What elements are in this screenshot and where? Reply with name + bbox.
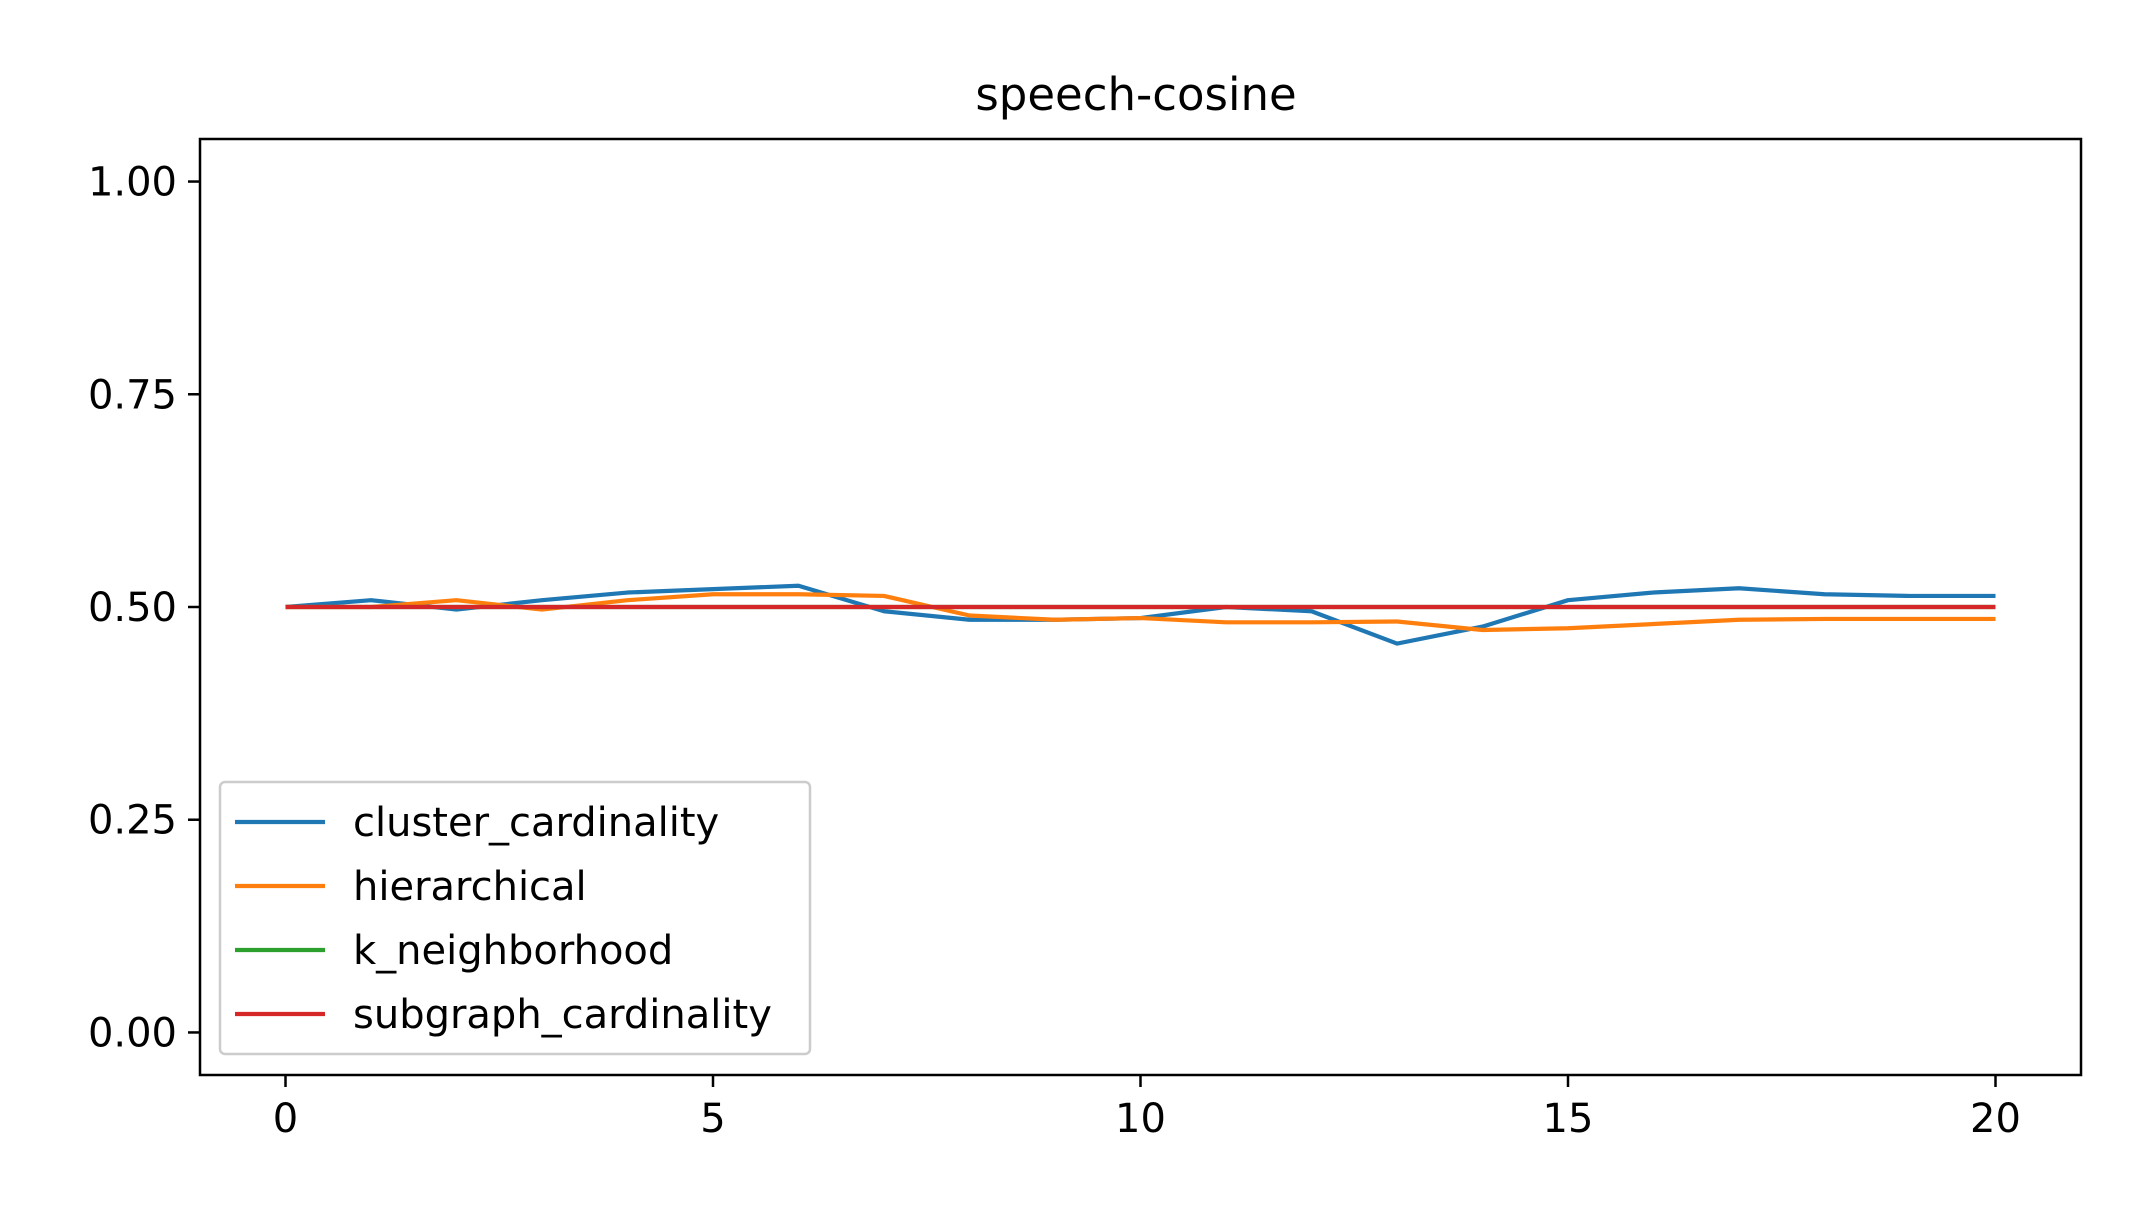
legend-label: hierarchical — [353, 864, 587, 910]
x-tick-label: 10 — [1115, 1096, 1166, 1142]
legend: cluster_cardinality hierarchical k_neighbo… — [218, 780, 812, 1056]
y-tick-label: 0.50 — [88, 585, 177, 631]
legend-label: k_neighborhood — [353, 928, 673, 974]
y-tick-label: 1.00 — [88, 160, 177, 206]
y-tick-label: 0.75 — [88, 372, 177, 418]
y-tick-label: 0.25 — [88, 798, 177, 844]
plot-area-frame — [198, 137, 2083, 1077]
chart-title: speech-cosine — [975, 68, 1296, 121]
x-axis-ticks: 0 5 10 15 20 — [273, 1075, 2021, 1142]
x-tick-label: 5 — [700, 1096, 725, 1142]
x-tick-label: 0 — [273, 1096, 298, 1142]
legend-label: subgraph_cardinality — [353, 992, 772, 1038]
x-tick-label: 20 — [1970, 1096, 2021, 1142]
legend-box — [218, 780, 812, 1056]
y-tick-label: 0.00 — [88, 1010, 177, 1056]
series-lines — [285, 583, 1996, 646]
legend-label: cluster_cardinality — [353, 800, 719, 846]
y-axis-ticks: 0.00 0.25 0.50 0.75 1.00 — [88, 160, 200, 1056]
x-tick-label: 15 — [1543, 1096, 1594, 1142]
